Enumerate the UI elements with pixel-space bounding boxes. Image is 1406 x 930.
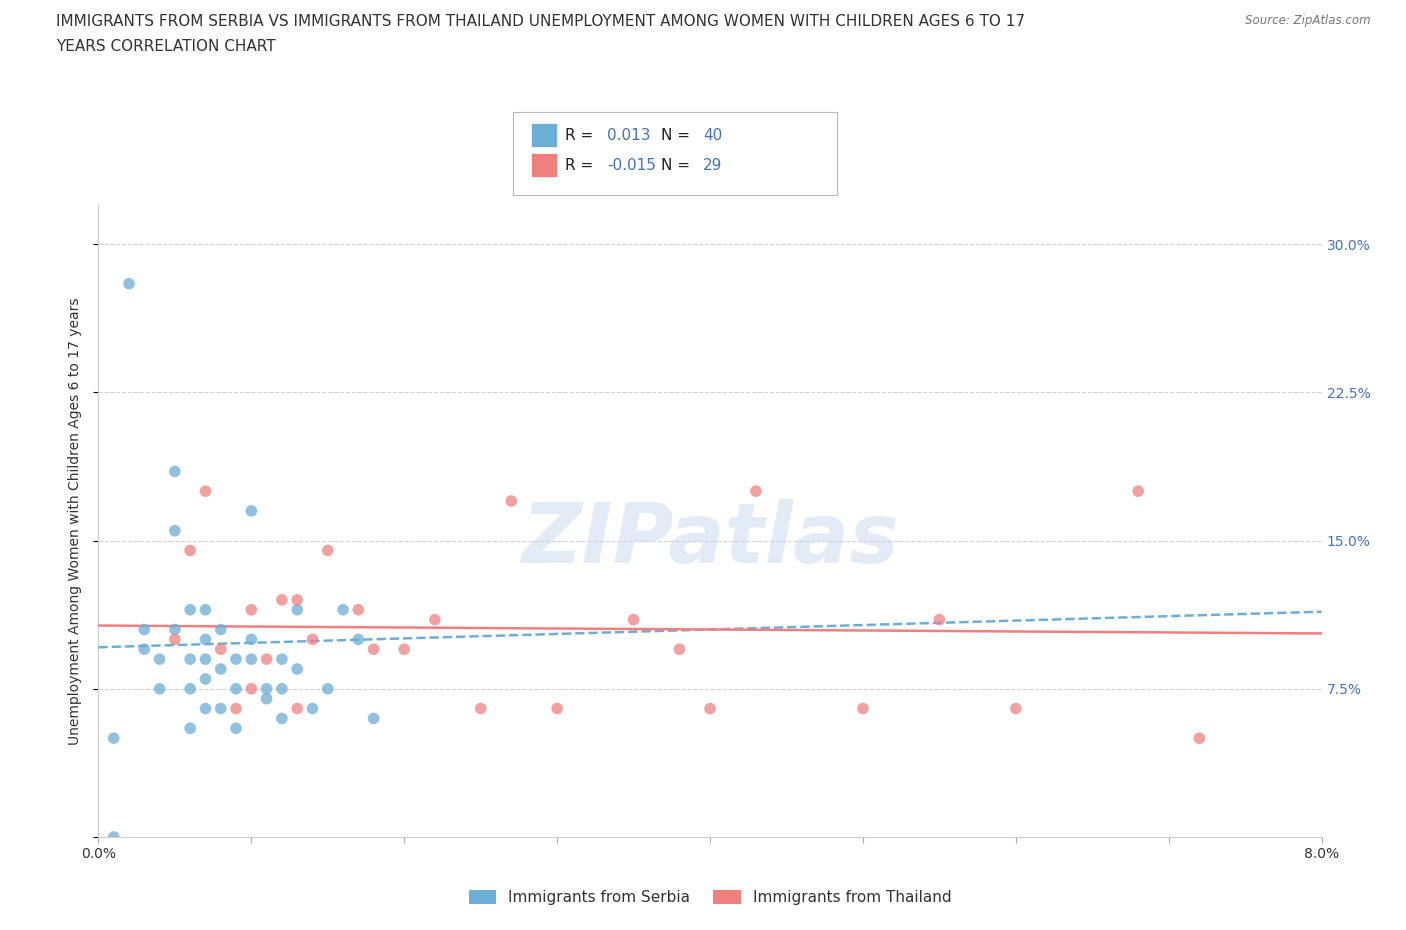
Point xyxy=(852,701,875,716)
Point xyxy=(928,612,950,627)
Point xyxy=(347,603,370,618)
Point xyxy=(301,701,323,716)
Point xyxy=(301,632,323,647)
Point xyxy=(256,682,278,697)
Point xyxy=(194,484,217,498)
Text: 29: 29 xyxy=(703,158,723,173)
Point xyxy=(256,652,278,667)
Legend: Immigrants from Serbia, Immigrants from Thailand: Immigrants from Serbia, Immigrants from … xyxy=(463,884,957,911)
Point xyxy=(1128,484,1150,498)
Point xyxy=(347,632,370,647)
Point xyxy=(316,543,339,558)
Point xyxy=(745,484,768,498)
Point xyxy=(1188,731,1211,746)
Point xyxy=(270,652,294,667)
Point xyxy=(163,632,186,647)
Point xyxy=(285,603,308,618)
Point xyxy=(470,701,492,716)
Text: 40: 40 xyxy=(703,128,723,143)
Point xyxy=(163,622,186,637)
Point xyxy=(225,701,247,716)
Point xyxy=(240,603,263,618)
Text: YEARS CORRELATION CHART: YEARS CORRELATION CHART xyxy=(56,39,276,54)
Y-axis label: Unemployment Among Women with Children Ages 6 to 17 years: Unemployment Among Women with Children A… xyxy=(67,297,82,745)
Point xyxy=(179,543,201,558)
Text: N =: N = xyxy=(661,158,695,173)
Point xyxy=(179,652,201,667)
Point xyxy=(163,464,186,479)
Point xyxy=(163,524,186,538)
Point xyxy=(240,632,263,647)
Point xyxy=(103,830,125,844)
Point xyxy=(332,603,354,618)
Text: ZIPatlas: ZIPatlas xyxy=(522,499,898,580)
Point xyxy=(179,721,201,736)
Point xyxy=(209,661,232,676)
Point xyxy=(194,701,217,716)
Point xyxy=(285,701,308,716)
Point xyxy=(240,503,263,518)
Point xyxy=(134,622,156,637)
Text: R =: R = xyxy=(565,128,599,143)
Point xyxy=(285,592,308,607)
Point xyxy=(363,711,385,726)
Point xyxy=(103,731,125,746)
Point xyxy=(316,682,339,697)
Point xyxy=(179,682,201,697)
Point xyxy=(363,642,385,657)
Point xyxy=(225,682,247,697)
Point xyxy=(118,276,141,291)
Text: IMMIGRANTS FROM SERBIA VS IMMIGRANTS FROM THAILAND UNEMPLOYMENT AMONG WOMEN WITH: IMMIGRANTS FROM SERBIA VS IMMIGRANTS FRO… xyxy=(56,14,1025,29)
Point xyxy=(285,661,308,676)
Point xyxy=(270,592,294,607)
Point xyxy=(240,682,263,697)
Point xyxy=(209,701,232,716)
Point xyxy=(149,682,172,697)
Point xyxy=(225,652,247,667)
Point xyxy=(179,603,201,618)
Point xyxy=(392,642,416,657)
Text: N =: N = xyxy=(661,128,695,143)
Point xyxy=(699,701,721,716)
Point xyxy=(623,612,645,627)
Text: R =: R = xyxy=(565,158,599,173)
Text: 0.013: 0.013 xyxy=(607,128,651,143)
Point xyxy=(668,642,690,657)
Point xyxy=(194,652,217,667)
Point xyxy=(270,711,294,726)
Text: Source: ZipAtlas.com: Source: ZipAtlas.com xyxy=(1246,14,1371,27)
Point xyxy=(225,721,247,736)
Point xyxy=(546,701,568,716)
Point xyxy=(194,603,217,618)
Point xyxy=(149,652,172,667)
Point xyxy=(501,494,523,509)
Point xyxy=(270,682,294,697)
Point xyxy=(209,622,232,637)
Point xyxy=(240,652,263,667)
Point xyxy=(1004,701,1026,716)
Text: -0.015: -0.015 xyxy=(607,158,657,173)
Point xyxy=(423,612,446,627)
Point xyxy=(134,642,156,657)
Point xyxy=(256,691,278,706)
Point xyxy=(194,632,217,647)
Point xyxy=(209,642,232,657)
Point xyxy=(194,671,217,686)
